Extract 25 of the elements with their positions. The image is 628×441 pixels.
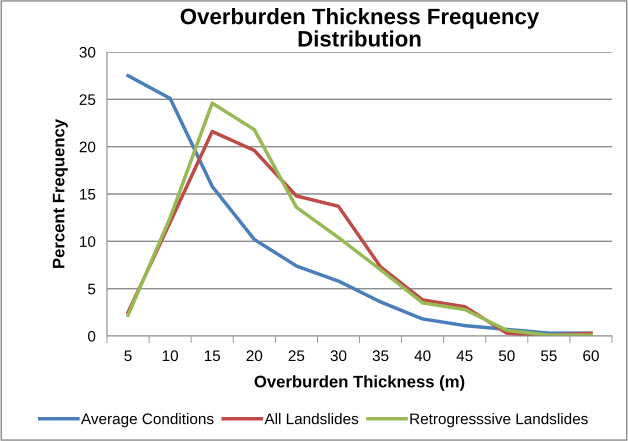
x-tick-label: 50 [498, 350, 515, 362]
y-tick-label: 15 [80, 189, 96, 200]
x-tick-label: 30 [330, 350, 346, 362]
x-tick-label: 60 [583, 350, 599, 362]
y-tick-label: 25 [80, 94, 96, 106]
y-tick-label: 10 [80, 236, 96, 248]
x-tick-label: 5 [124, 350, 132, 362]
y-axis-title: Percent Frequency [52, 119, 68, 268]
x-tick-label: 40 [414, 350, 431, 362]
legend-label: All Landslides [264, 413, 358, 424]
chart-title: Overburden Thickness Frequency Distribution [180, 8, 540, 47]
x-tick-label: 25 [288, 350, 304, 362]
y-tick-label: 0 [88, 330, 96, 342]
legend-label: Average Conditions [80, 413, 214, 428]
x-tick-label: 55 [540, 350, 557, 362]
y-tick-label: 30 [79, 46, 96, 58]
x-tick-label: 35 [372, 350, 388, 362]
x-tick-label: 10 [162, 350, 178, 362]
legend-label: Retrogresssive Landslides [410, 413, 588, 428]
x-tick-label: 15 [204, 350, 220, 362]
x-axis-title: Overburden Thickness (m) [254, 375, 464, 391]
x-tick-label: 45 [456, 350, 473, 362]
y-tick-label: 5 [88, 284, 96, 294]
x-tick-label: 20 [246, 350, 262, 362]
y-tick-label: 20 [80, 142, 96, 152]
